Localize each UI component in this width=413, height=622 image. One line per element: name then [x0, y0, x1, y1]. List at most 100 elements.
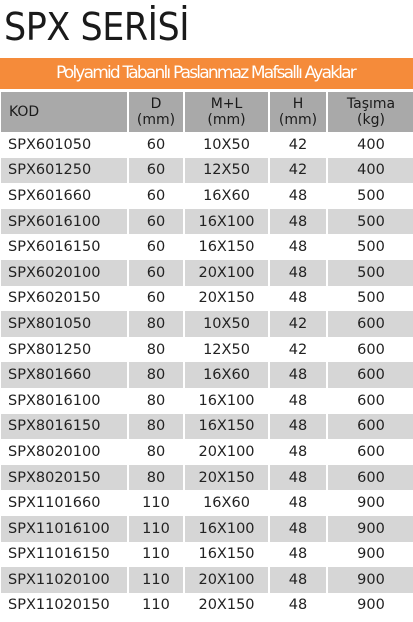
table-body: SPX601050 60 10X50 42 400 SPX601250 60 12X50 42 4… [1, 132, 413, 618]
table-cell: 600 [357, 392, 385, 409]
product-table: KOD D (mm) M+L (mm) H (mm) Taşıma (kg) SPX601050… [0, 92, 413, 618]
table-cell: 48 [288, 392, 308, 409]
table-cell: SPX6016100 [1, 208, 128, 235]
table-cell: SPX1101660 [8, 495, 101, 512]
table-row: SPX801660 80 16X60 48 600 [1, 362, 413, 388]
table-cell: 16X150 [183, 413, 269, 440]
table-row: SPX8016150 80 16X150 48 600 [1, 413, 413, 440]
table-cell: 16X100 [183, 515, 269, 542]
table-cell: 48 [288, 290, 308, 307]
table-row: SPX6016100 60 16X100 48 500 [1, 208, 413, 235]
table-cell: 48 [268, 413, 327, 440]
column-name: M+L [210, 96, 243, 112]
column-name: H [292, 96, 304, 112]
table-row: SPX6020150 60 20X150 48 500 [1, 286, 413, 312]
table-row: SPX6020100 60 20X100 48 500 [1, 259, 413, 286]
table-cell: 12X50 [203, 341, 250, 358]
table-cell: SPX801050 [1, 311, 128, 337]
table-cell: 12X50 [183, 157, 269, 184]
table-cell: 48 [288, 546, 308, 563]
table-cell: SPX601050 [8, 136, 92, 153]
table-cell: 48 [288, 597, 308, 614]
table-cell: 600 [326, 413, 413, 440]
table-cell: 500 [326, 208, 413, 235]
column-header: KOD [1, 92, 128, 132]
table-cell: 110 [127, 515, 184, 542]
column-name: KOD [9, 104, 40, 120]
table-row: SPX6016150 60 16X150 48 500 [1, 234, 413, 260]
table-cell: 80 [127, 464, 184, 491]
table-cell: 900 [326, 515, 413, 542]
table-cell: 16X150 [198, 546, 255, 563]
column-unit: (kg) [357, 112, 385, 128]
table-cell: 110 [142, 495, 170, 512]
table-cell: SPX8016150 [1, 413, 128, 440]
table-cell: SPX11020150 [8, 597, 110, 614]
column-header: M+L (mm) [183, 92, 269, 132]
table-cell: 110 [127, 567, 184, 593]
table-cell: 48 [268, 464, 327, 491]
table-cell: 42 [268, 311, 327, 337]
table-row: SPX1101660 110 16X60 48 900 [1, 490, 413, 516]
table-cell: SPX6016150 [8, 239, 101, 256]
table-cell: 80 [127, 311, 184, 337]
table-row: SPX11020150 110 20X150 48 900 [1, 593, 413, 619]
table-cell: SPX8020100 [8, 443, 101, 460]
table-cell: 10X50 [203, 136, 250, 153]
table-cell: 500 [357, 239, 385, 256]
table-cell: 16X60 [203, 495, 250, 512]
table-cell: 600 [326, 464, 413, 491]
table-cell: 60 [127, 208, 184, 235]
table-row: SPX801250 80 12X50 42 600 [1, 337, 413, 363]
table-cell: 500 [326, 259, 413, 286]
column-header: D (mm) [127, 92, 184, 132]
table-cell: SPX801660 [1, 362, 128, 388]
table-row: SPX601250 60 12X50 42 400 [1, 157, 413, 184]
table-cell: SPX8020150 [1, 464, 128, 491]
banner-text: Polyamid Tabanlı Paslanmaz Mafsallı Ayak… [56, 63, 357, 83]
table-cell: SPX6020100 [1, 259, 128, 286]
table-cell: 20X150 [198, 290, 255, 307]
table-cell: SPX11020100 [1, 567, 128, 593]
table-cell: 48 [288, 495, 308, 512]
table-cell: 600 [357, 443, 385, 460]
table-cell: 16X60 [183, 362, 269, 388]
table-cell: 48 [288, 239, 308, 256]
table-row: SPX8020150 80 20X150 48 600 [1, 464, 413, 491]
table-cell: 900 [326, 567, 413, 593]
table-cell: 600 [326, 362, 413, 388]
table-cell: 900 [357, 546, 385, 563]
table-cell: 60 [146, 187, 166, 204]
table-cell: SPX6020150 [8, 290, 101, 307]
table-cell: 48 [288, 443, 308, 460]
table-cell: 500 [357, 290, 385, 307]
table-cell: 900 [357, 597, 385, 614]
table-cell: 60 [146, 136, 166, 153]
table-cell: 48 [268, 362, 327, 388]
table-row: SPX8020100 80 20X100 48 600 [1, 439, 413, 465]
table-cell: SPX11016100 [1, 515, 128, 542]
table-row: SPX11016100 110 16X100 48 900 [1, 515, 413, 542]
table-cell: SPX601660 [8, 187, 92, 204]
table-cell: 600 [326, 311, 413, 337]
table-cell: SPX11016150 [8, 546, 110, 563]
table-cell: 80 [127, 413, 184, 440]
column-unit: (mm) [207, 112, 246, 128]
table-cell: 20X100 [183, 567, 269, 593]
column-header: H (mm) [268, 92, 327, 132]
table-cell: 16X150 [198, 239, 255, 256]
table-cell: 10X50 [183, 311, 269, 337]
table-cell: 110 [142, 597, 170, 614]
table-cell: 400 [357, 136, 385, 153]
column-name: Taşıma [346, 96, 396, 112]
table-cell: 48 [268, 567, 327, 593]
banner: Polyamid Tabanlı Paslanmaz Mafsallı Ayak… [0, 58, 413, 89]
table-row: SPX11020100 110 20X100 48 900 [1, 567, 413, 593]
header-row: KOD D (mm) M+L (mm) H (mm) Taşıma (kg) [1, 92, 413, 132]
table-cell: 20X100 [198, 443, 255, 460]
table-cell: SPX601250 [1, 157, 128, 184]
table-cell: 80 [146, 443, 166, 460]
table-cell: 42 [288, 136, 308, 153]
table-cell: 42 [288, 341, 308, 358]
